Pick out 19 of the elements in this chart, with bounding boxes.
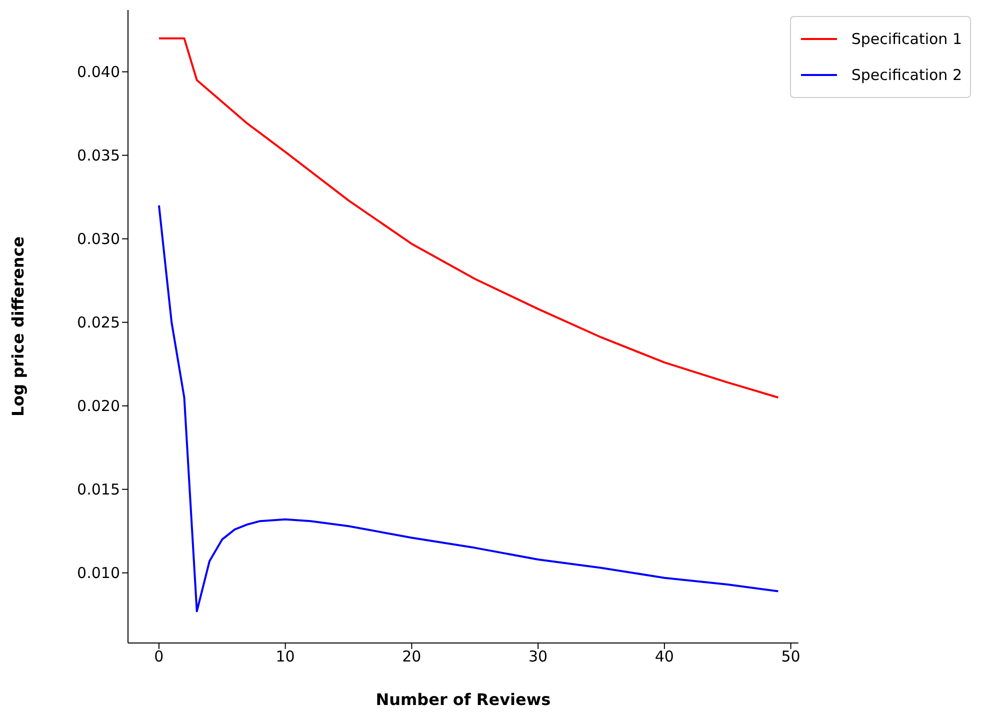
x-tick-label: 20 xyxy=(402,648,422,666)
y-tick-label: 0.010 xyxy=(77,564,120,582)
x-tick-label: 30 xyxy=(528,648,548,666)
x-tick-label: 40 xyxy=(654,648,674,666)
x-tick-label: 0 xyxy=(154,648,164,666)
y-tick-label: 0.035 xyxy=(77,146,120,165)
y-tick-label: 0.030 xyxy=(77,230,120,248)
line-series xyxy=(158,204,780,612)
legend-label: Specification 1 xyxy=(851,30,962,48)
y-tick-label: 0.025 xyxy=(77,314,120,332)
x-tick-label: 50 xyxy=(781,648,800,666)
legend-label: Specification 2 xyxy=(851,66,962,84)
x-tick-label: 10 xyxy=(276,648,295,666)
line-series xyxy=(158,37,780,398)
y-axis-title: Log price difference xyxy=(8,236,28,416)
y-tick-label: 0.015 xyxy=(77,480,120,499)
y-tick-label: 0.040 xyxy=(77,63,120,82)
y-tick-label: 0.020 xyxy=(77,397,120,416)
x-axis-title: Number of Reviews xyxy=(376,690,551,709)
